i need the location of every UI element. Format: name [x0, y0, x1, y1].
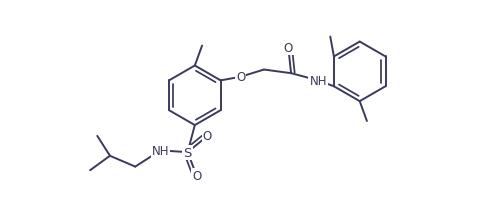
Text: NH: NH: [309, 75, 326, 88]
Text: O: O: [192, 169, 201, 182]
Text: O: O: [235, 71, 244, 84]
Text: O: O: [283, 42, 292, 55]
Text: NH: NH: [151, 144, 169, 157]
Text: S: S: [183, 146, 191, 159]
Text: O: O: [203, 130, 212, 143]
